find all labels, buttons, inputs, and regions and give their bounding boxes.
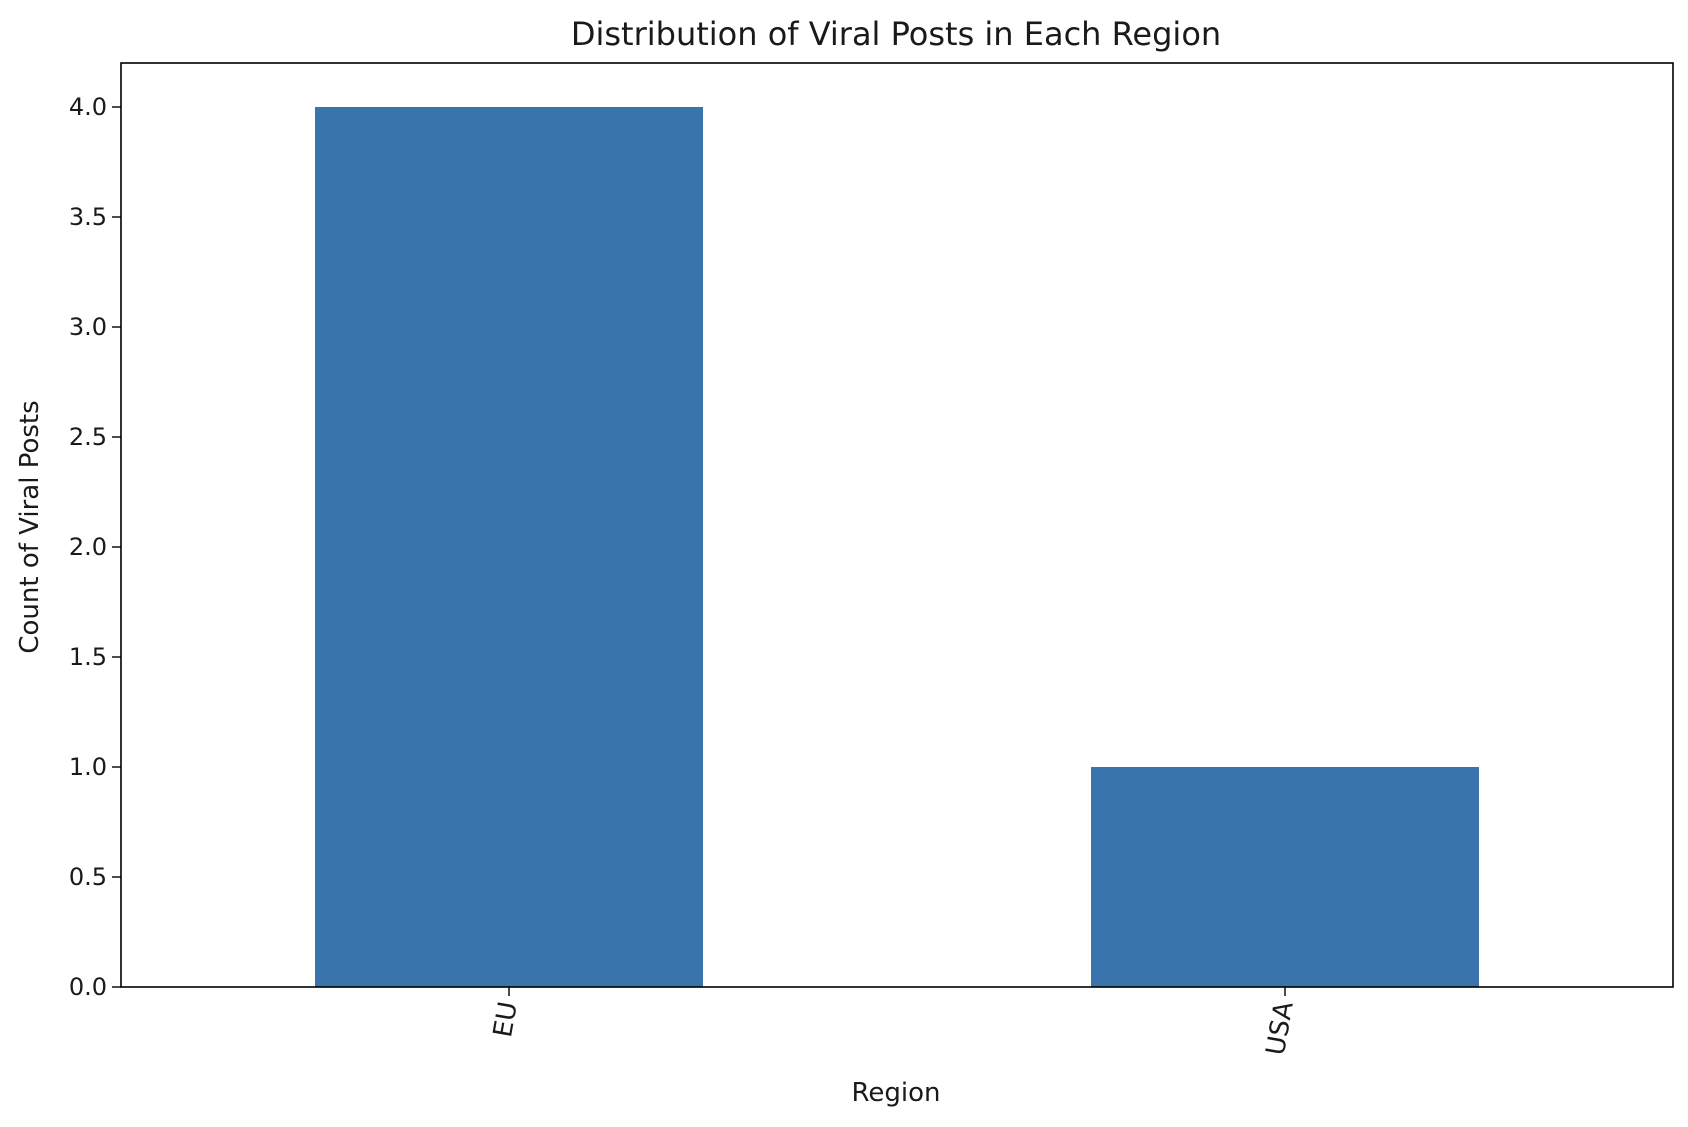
bar-usa: [1091, 767, 1479, 987]
chart-title: Distribution of Viral Posts in Each Regi…: [571, 15, 1221, 53]
y-axis: 0.0 0.5 1.0 1.5 2.0 2.5 3.0 3.5 4.0: [69, 93, 121, 1001]
y-tick-label: 1.0: [69, 753, 107, 781]
y-tick-label: 1.5: [69, 643, 107, 671]
y-axis-label: Count of Viral Posts: [15, 400, 45, 653]
x-tick-label: USA: [1261, 999, 1300, 1057]
y-tick-label: 0.0: [69, 973, 107, 1001]
x-axis: EU USA: [488, 987, 1300, 1058]
bar-eu: [315, 107, 703, 987]
y-tick-label: 0.5: [69, 863, 107, 891]
y-tick-label: 3.5: [69, 203, 107, 231]
plot-frame: [120, 62, 1674, 988]
y-tick-label: 3.0: [69, 313, 107, 341]
x-tick-label: EU: [488, 999, 524, 1039]
x-axis-label: Region: [851, 1078, 940, 1108]
y-tick-label: 4.0: [69, 93, 107, 121]
y-tick-label: 2.5: [69, 423, 107, 451]
bars-layer: [315, 107, 1479, 987]
y-tick-label: 2.0: [69, 533, 107, 561]
